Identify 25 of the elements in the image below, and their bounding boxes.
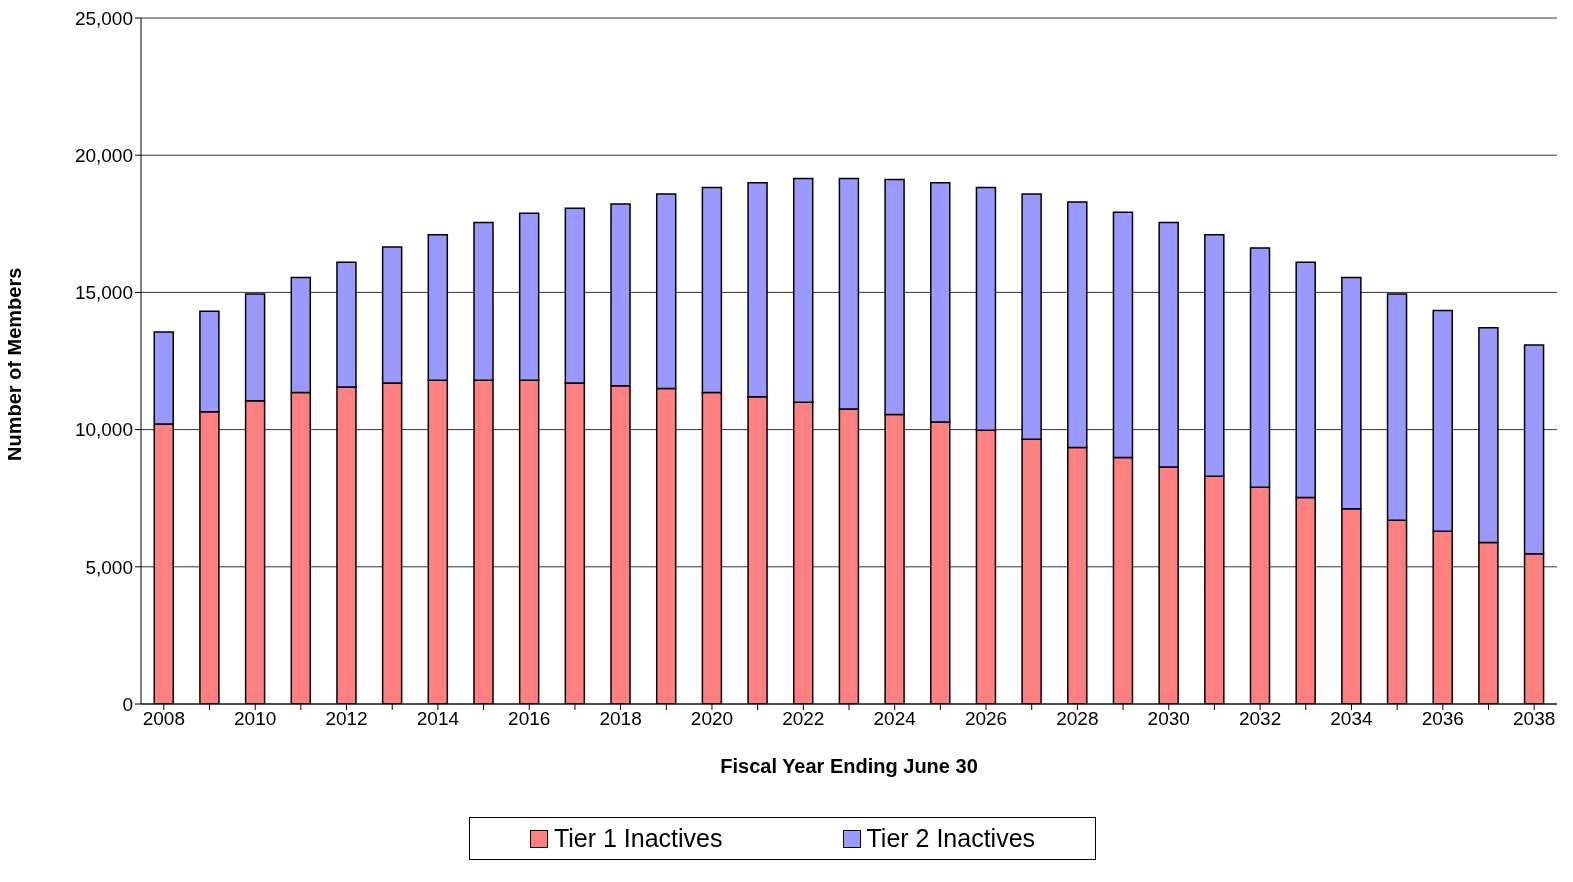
x-tick-label: 2022	[782, 708, 825, 730]
legend-label: Tier 2 Inactives	[865, 824, 1036, 853]
x-tick-label: 2036	[1421, 708, 1464, 730]
x-tick-label: 2026	[964, 708, 1008, 730]
x-axis-title: Fiscal Year Ending June 30	[720, 755, 978, 777]
x-tick-label: 2012	[325, 708, 368, 730]
x-tick-label: 2014	[416, 708, 460, 730]
x-tick-label: 2010	[234, 708, 277, 730]
legend-label: Tier 1 Inactives	[552, 824, 723, 853]
y-tick-label: 10,000	[74, 419, 133, 441]
x-tick-label: 2032	[1238, 708, 1282, 730]
x-tick-label: 2030	[1147, 708, 1190, 730]
x-tick-label: 2008	[142, 708, 185, 730]
x-tick-label: 2028	[1056, 708, 1099, 730]
y-tick-label: 25,000	[74, 7, 133, 29]
y-tick-label: 0	[122, 693, 133, 715]
x-tick-label: 2038	[1513, 708, 1556, 730]
x-tick-label: 2018	[599, 708, 642, 730]
x-tick-label: 2020	[690, 708, 734, 730]
y-tick-label: 5,000	[85, 556, 133, 578]
x-tick-label: 2016	[508, 708, 551, 730]
x-tick-label: 2024	[873, 708, 917, 730]
x-tick-label: 2034	[1330, 708, 1374, 730]
y-tick-label: 15,000	[74, 282, 133, 304]
y-tick-label: 20,000	[74, 144, 133, 166]
